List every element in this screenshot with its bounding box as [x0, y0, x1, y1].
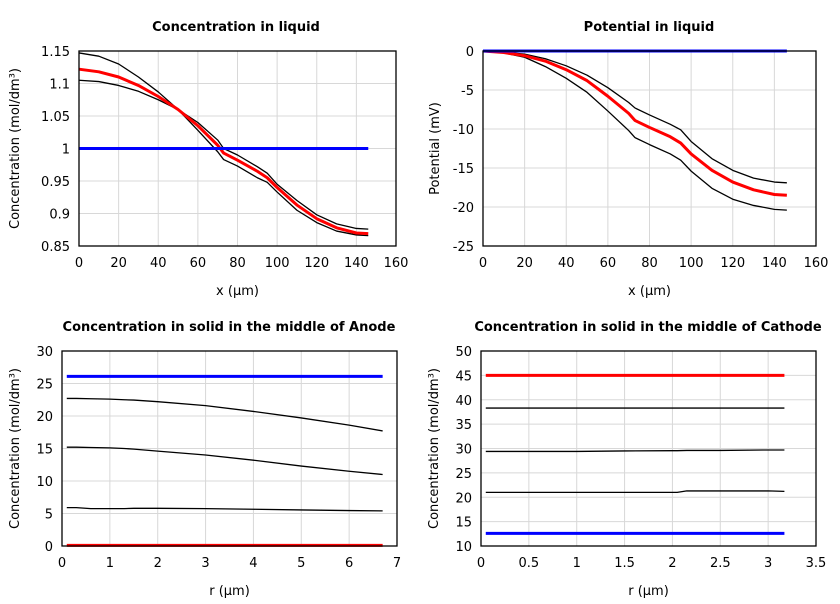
x-tick-label: 0.5 [519, 556, 540, 571]
y-tick-label: -20 [453, 201, 474, 216]
y-tick-label: 1.05 [41, 110, 70, 125]
x-tick-label: 160 [384, 256, 409, 271]
subplot-2: 0 20 40 60 80 100 120 140 160 -25 -20 -15 -10 -5 0 Pote… [428, 20, 828, 299]
x-tick-label: 1 [573, 556, 581, 571]
x-tick-label: 60 [190, 256, 207, 271]
x-tick-label: 3.5 [806, 556, 827, 571]
y-tick-label: -10 [453, 123, 474, 138]
y-tick-label: 45 [455, 369, 472, 384]
y-tick-label: 25 [455, 467, 472, 482]
y-tick-label: 10 [36, 475, 53, 490]
x-axis-label: r (µm) [209, 584, 250, 599]
y-tick-label: 25 [36, 378, 53, 393]
series-line [78, 67, 369, 236]
plot-frame [482, 50, 817, 247]
y-tick-label: 5 [45, 508, 53, 523]
y-tick-label: 1.15 [41, 45, 70, 60]
y-tick-label: 0 [466, 45, 474, 60]
x-tick-label: 120 [304, 256, 329, 271]
y-tick-label: -15 [453, 162, 474, 177]
subplot-4: 0 0.5 1 1.5 2 2.5 3 3.5101520253035404550Concen… [427, 320, 826, 599]
subplot-1: 0 20 40 60 80 100 120 140 160 0.85 0.9 0.95 1 1.05 1.1… [8, 20, 408, 299]
x-tick-label: 80 [641, 256, 658, 271]
y-tick-label: 1.1 [49, 78, 70, 93]
chart-title: Concentration in liquid [152, 20, 320, 35]
series-line [482, 50, 787, 211]
plot-frame [480, 350, 817, 547]
y-tick-label: -25 [453, 240, 474, 255]
y-tick-label: 30 [36, 345, 53, 360]
x-tick-label: 0 [479, 256, 487, 271]
y-tick-label: -5 [461, 84, 474, 99]
plot-frame [78, 50, 397, 247]
x-tick-label: 5 [297, 556, 305, 571]
y-tick-label: 15 [36, 443, 53, 458]
x-tick-label: 4 [249, 556, 257, 571]
x-tick-label: 3 [201, 556, 209, 571]
y-tick-label: 20 [455, 491, 472, 506]
chart-title: Concentration in solid in the middle of … [474, 320, 822, 335]
y-axis-label: Potential (mV) [428, 102, 443, 195]
y-tick-label: 35 [455, 418, 472, 433]
x-tick-label: 2.5 [710, 556, 731, 571]
x-tick-label: 60 [600, 256, 617, 271]
y-tick-label: 30 [455, 443, 472, 458]
x-tick-label: 1.5 [614, 556, 635, 571]
x-tick-label: 100 [679, 256, 704, 271]
x-tick-label: 1 [106, 556, 114, 571]
y-axis-label: Concentration (mol/dm³) [8, 68, 23, 229]
y-tick-label: 0 [45, 540, 53, 555]
x-axis-label: r (µm) [628, 584, 669, 599]
series-line [485, 449, 785, 453]
x-tick-label: 3 [764, 556, 772, 571]
y-tick-label: 0.95 [41, 175, 70, 190]
y-tick-label: 40 [455, 394, 472, 409]
x-tick-label: 0 [477, 556, 485, 571]
chart-title: Concentration in solid in the middle of … [63, 320, 396, 335]
x-axis-label: x (µm) [216, 284, 259, 299]
x-tick-label: 20 [110, 256, 127, 271]
y-tick-label: 15 [455, 516, 472, 531]
x-tick-label: 20 [516, 256, 533, 271]
chart-title: Potential in liquid [584, 20, 715, 35]
series-line [78, 52, 369, 237]
y-tick-label: 0.9 [49, 208, 70, 223]
y-tick-label: 1 [62, 143, 70, 158]
x-tick-label: 6 [345, 556, 353, 571]
plot-frame [61, 350, 398, 547]
series-line [66, 446, 383, 476]
y-axis-label: Concentration (mol/dm³) [427, 368, 442, 529]
series-line [482, 49, 787, 197]
series-line [485, 490, 785, 494]
x-axis-label: x (µm) [628, 284, 671, 299]
y-axis-label: Concentration (mol/dm³) [8, 368, 23, 529]
x-tick-label: 0 [58, 556, 66, 571]
x-tick-label: 140 [762, 256, 787, 271]
x-tick-label: 40 [150, 256, 167, 271]
x-tick-label: 40 [558, 256, 575, 271]
series-line [482, 50, 787, 184]
series-line [66, 506, 383, 512]
x-tick-label: 2 [668, 556, 676, 571]
x-tick-label: 7 [393, 556, 401, 571]
series-line [66, 397, 383, 432]
y-tick-label: 10 [455, 540, 472, 555]
x-tick-label: 0 [75, 256, 83, 271]
y-tick-label: 50 [455, 345, 472, 360]
series-line [78, 79, 369, 230]
x-tick-label: 2 [154, 556, 162, 571]
x-tick-label: 120 [720, 256, 745, 271]
x-tick-label: 80 [229, 256, 246, 271]
y-tick-label: 0.85 [41, 240, 70, 255]
y-tick-label: 20 [36, 410, 53, 425]
subplot-3: 0 1 2 3 4 5 6 7 0 5 10 15 20 25 30 Concentration in sol… [8, 320, 401, 599]
x-tick-label: 140 [344, 256, 369, 271]
x-tick-label: 100 [265, 256, 290, 271]
x-tick-label: 160 [804, 256, 829, 271]
